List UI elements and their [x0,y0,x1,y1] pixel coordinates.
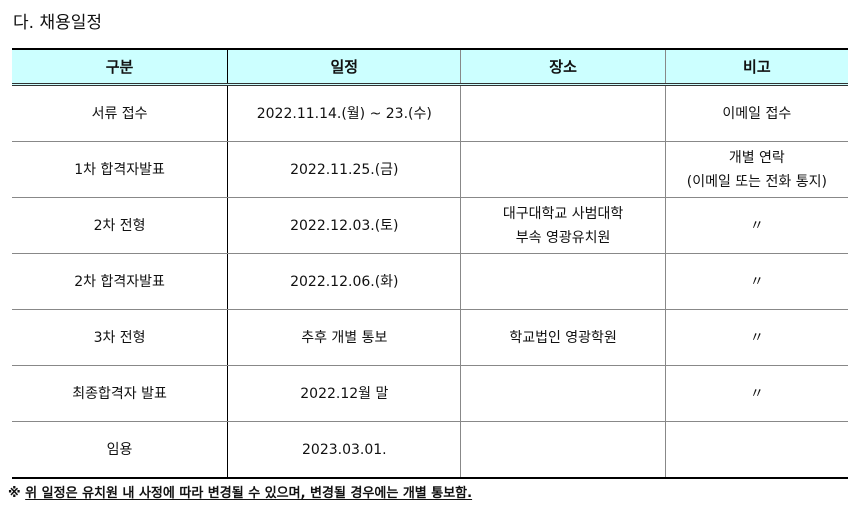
note-mark: ※ [8,486,21,501]
table-cell: 대구대학교 사범대학 부속 영광유치원 [460,197,666,254]
section-title: 다. 채용일정 [13,13,103,33]
table-cell [664,421,848,479]
table-cell: 개별 연락 (이메일 또는 전화 통지) [664,141,848,198]
table-cell: 〃 [664,197,848,254]
table-cell: 2022.12.03.(토) [227,197,461,254]
column-header: 장소 [460,48,666,86]
table-cell: 이메일 접수 [664,84,848,142]
column-header: 비고 [664,48,848,86]
table-cell: 2022.11.14.(월) ~ 23.(수) [227,84,461,142]
table-cell: 2차 합격자발표 [12,253,228,310]
schedule-table: 구분 일정 장소 비고 서류 접수 2022.11.14.(월) ~ 23.(수) 이메일… [12,48,848,479]
table-cell: 추후 개별 통보 [227,309,461,366]
table-cell: 〃 [664,309,848,366]
table-row: 1차 합격자발표 2022.11.25.(금) 개별 연락 (이메일 또는 전화 통… [12,141,848,198]
table-cell: 2022.12월 말 [227,365,461,422]
table-cell: 2022.11.25.(금) [227,141,461,198]
column-header: 일정 [227,48,461,86]
footnote: ※ 위 일정은 유치원 내 사정에 따라 변경될 수 있으며, 변경될 경우에는… [8,482,472,501]
column-header: 구분 [12,48,228,86]
note-text: 위 일정은 유치원 내 사정에 따라 변경될 수 있으며, 변경될 경우에는 개… [25,486,473,501]
table-cell: 최종합격자 발표 [12,365,228,422]
table-cell: 〃 [664,253,848,310]
table-cell: 2022.12.06.(화) [227,253,461,310]
table-row: 2차 전형 2022.12.03.(토) 대구대학교 사범대학 부속 영광유치원 〃 [12,197,848,254]
table-cell [460,253,666,310]
table-cell [460,141,666,198]
table-cell [460,421,666,479]
table-cell: 서류 접수 [12,84,228,142]
table-row: 최종합격자 발표 2022.12월 말 〃 [12,365,848,422]
table-cell [460,84,666,142]
table-cell: 학교법인 영광학원 [460,309,666,366]
table-cell: 3차 전형 [12,309,228,366]
table-cell: 〃 [664,365,848,422]
table-cell [460,365,666,422]
table-cell: 임용 [12,421,228,479]
table-row: 서류 접수 2022.11.14.(월) ~ 23.(수) 이메일 접수 [12,84,848,142]
table-row: 3차 전형 추후 개별 통보 학교법인 영광학원 〃 [12,309,848,366]
table-cell: 2023.03.01. [227,421,461,479]
table-row: 2차 합격자발표 2022.12.06.(화) 〃 [12,253,848,310]
table-row: 임용 2023.03.01. [12,421,848,479]
table-cell: 1차 합격자발표 [12,141,228,198]
table-cell: 2차 전형 [12,197,228,254]
